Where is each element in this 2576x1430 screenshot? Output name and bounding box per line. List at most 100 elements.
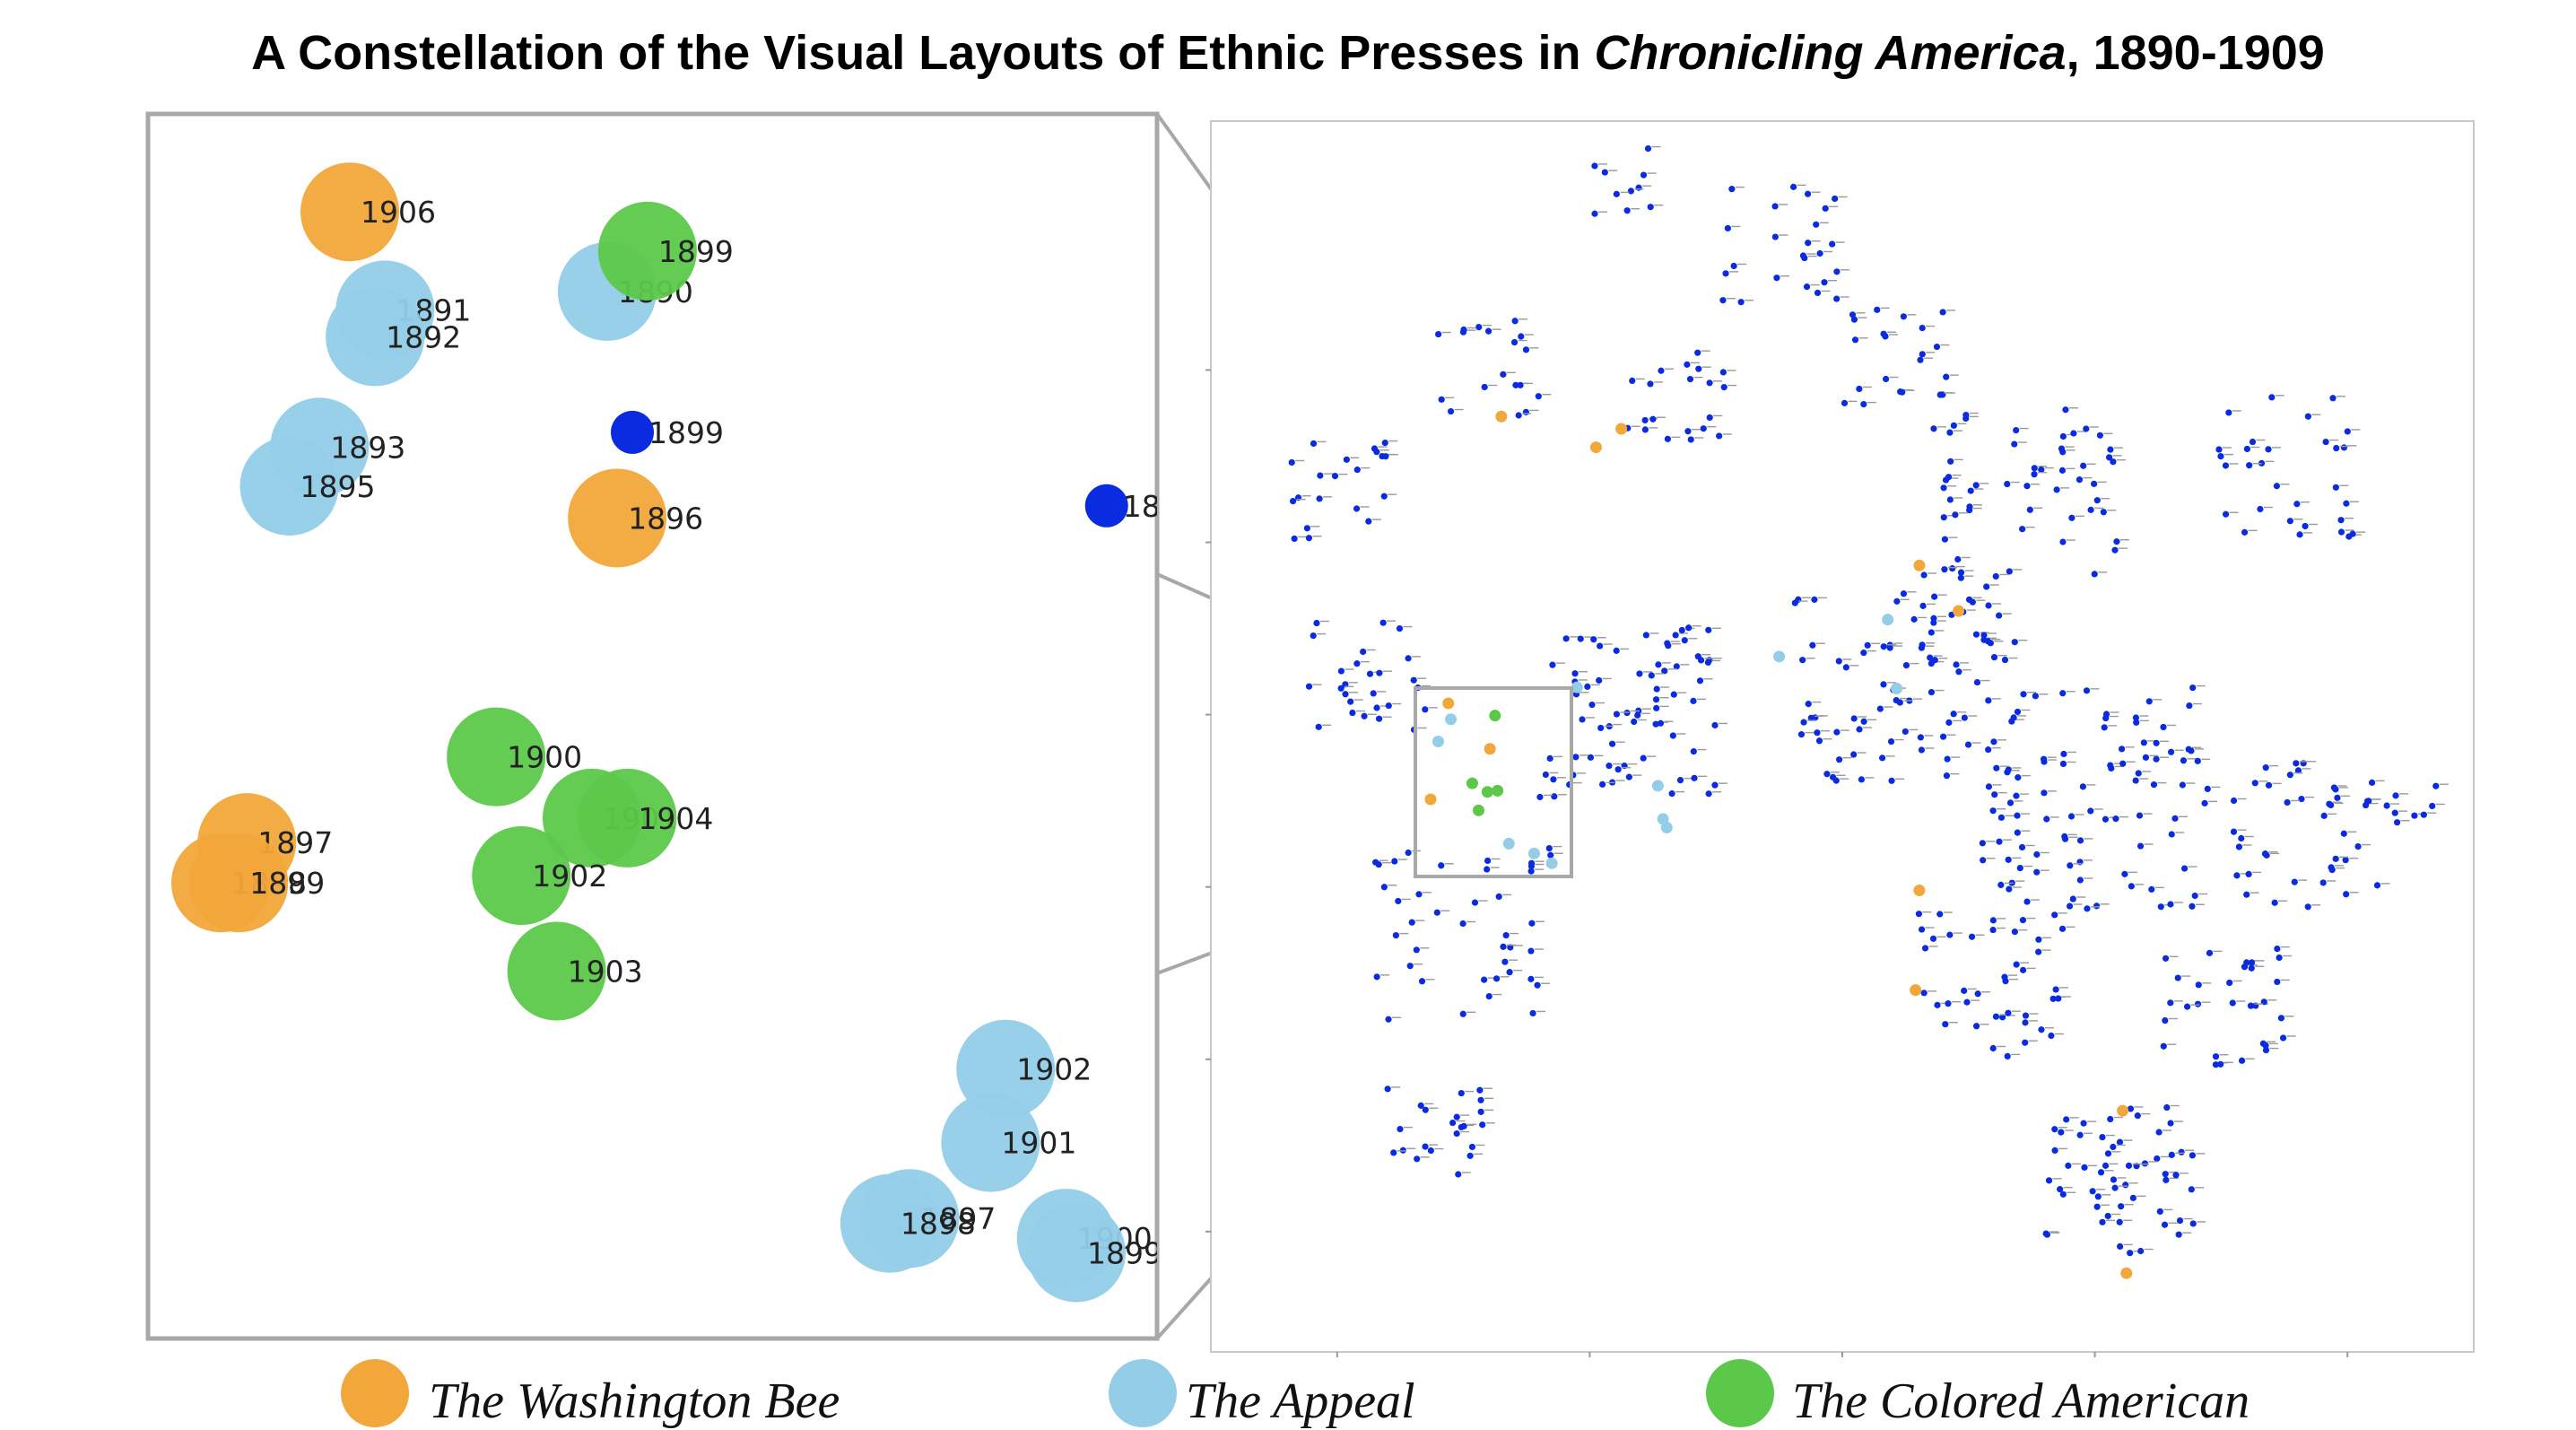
map-background-point xyxy=(1830,773,1837,780)
map-background-point xyxy=(1811,596,1818,603)
map-background-point xyxy=(2238,834,2245,842)
map-background-point xyxy=(2302,522,2309,530)
map-background-point xyxy=(2089,1188,2096,1195)
map-background-point xyxy=(1415,891,1423,898)
map-background-point xyxy=(1550,776,1557,783)
map-background-point xyxy=(2368,779,2376,786)
map-background-point xyxy=(2023,898,2031,905)
map-background-point xyxy=(1886,644,1893,651)
map-background-point xyxy=(2137,1247,2145,1255)
map-background-point xyxy=(2222,510,2230,518)
map-background-point xyxy=(2304,903,2311,911)
map-background-point xyxy=(1705,626,1712,633)
map-background-point xyxy=(1833,295,1841,302)
map-background-point xyxy=(2026,506,2033,513)
map-background-point xyxy=(2104,1212,2111,1220)
map-background-point xyxy=(2189,1152,2196,1159)
map-background-point xyxy=(1512,381,1519,388)
map-background-point xyxy=(1623,207,1631,214)
zoom-point-label: 1902 xyxy=(532,859,607,894)
map-background-point xyxy=(2011,639,2018,646)
map-background-point xyxy=(1851,336,1859,344)
map-background-point xyxy=(1515,412,1522,419)
map-background-point xyxy=(2005,856,2012,863)
map-background-point xyxy=(2076,476,2084,484)
map-background-point xyxy=(1522,346,1530,353)
map-background-point xyxy=(1850,715,1858,722)
map-background-point xyxy=(1919,324,1926,332)
map-background-point xyxy=(1599,780,1606,788)
map-background-point xyxy=(1676,777,1684,784)
map-background-point xyxy=(1797,731,1806,738)
map-background-point xyxy=(1291,535,1298,543)
map-background-point xyxy=(2168,1151,2175,1158)
map-background-point xyxy=(2248,964,2255,972)
map-background-point xyxy=(1789,183,1797,190)
map-background-point xyxy=(1591,210,1598,217)
map-background-point xyxy=(2168,831,2175,838)
map-background-point xyxy=(1860,400,1867,408)
map-background-point xyxy=(1481,976,1488,983)
map-background-point xyxy=(1360,648,1367,656)
map-background-point xyxy=(1655,661,1662,668)
map-background-point xyxy=(1375,861,1382,868)
map-background-point xyxy=(1527,868,1535,875)
map-point-the-colored-american xyxy=(1472,804,1484,816)
map-background-point xyxy=(2096,432,2103,439)
map-background-point xyxy=(2257,505,2264,513)
map-background-point xyxy=(2340,444,2348,451)
map-background-point xyxy=(2179,781,2186,789)
zoom-series-the-appeal: 1891189218901893189519021901189718981900… xyxy=(239,241,1162,1303)
map-background-point xyxy=(2053,486,2060,493)
map-background-point xyxy=(1534,981,1541,989)
map-background-point xyxy=(1310,632,1317,640)
map-background-point xyxy=(2291,878,2298,885)
map-background-point xyxy=(2133,719,2140,726)
map-background-point xyxy=(2006,799,2015,807)
zoom-point-label: 1906 xyxy=(361,195,436,230)
map-background-point xyxy=(1640,171,1648,179)
map-background-point xyxy=(2153,755,2160,763)
map-background-point xyxy=(1887,737,1895,746)
map-background-point xyxy=(1629,377,1636,385)
map-background-point xyxy=(1627,187,1635,195)
map-background-point xyxy=(1353,466,1361,474)
map-background-point xyxy=(1528,920,1536,927)
map-background-point xyxy=(1375,715,1383,722)
map-background-point xyxy=(2343,891,2350,898)
map-background-point xyxy=(1303,525,1310,532)
map-background-point xyxy=(2340,830,2347,837)
map-background-point xyxy=(2274,945,2281,953)
map-background-point xyxy=(2286,772,2293,779)
map-background-point xyxy=(1990,738,1997,746)
map-background-point xyxy=(2429,802,2436,810)
map-background-point xyxy=(2051,911,2058,919)
map-background-point xyxy=(1479,1121,1486,1129)
map-background-point xyxy=(1980,857,1987,864)
zoom-point-label: 1899 xyxy=(1087,1235,1162,1270)
map-background-point xyxy=(1396,624,1404,632)
map-background-point xyxy=(2265,781,2273,789)
map-background-point xyxy=(2014,829,2021,836)
map-background-point xyxy=(1596,676,1603,684)
map-background-point xyxy=(1799,657,1806,664)
map-background-point xyxy=(1816,249,1823,257)
map-background-point xyxy=(1997,814,2005,821)
map-background-point xyxy=(1972,482,1980,489)
map-background-point xyxy=(2155,1129,2163,1136)
map-point-the-washington-bee xyxy=(1913,559,1926,571)
map-background-point xyxy=(2293,760,2300,767)
map-background-point xyxy=(2132,777,2139,784)
map-background-point xyxy=(2049,995,2057,1002)
map-background-point xyxy=(2019,966,2027,973)
map-background-point xyxy=(2069,895,2076,902)
map-background-point xyxy=(1405,849,1412,857)
map-background-point xyxy=(2102,1162,2110,1169)
map-background-point xyxy=(2262,764,2269,772)
map-background-point xyxy=(1984,638,1991,645)
map-background-point xyxy=(1980,632,1988,639)
zoom-series-the-colored-american: 189919001901190419021903 xyxy=(447,201,734,1021)
map-background-point xyxy=(2332,484,2339,491)
map-background-point xyxy=(1668,790,1675,798)
map-background-point xyxy=(2055,995,2062,1002)
